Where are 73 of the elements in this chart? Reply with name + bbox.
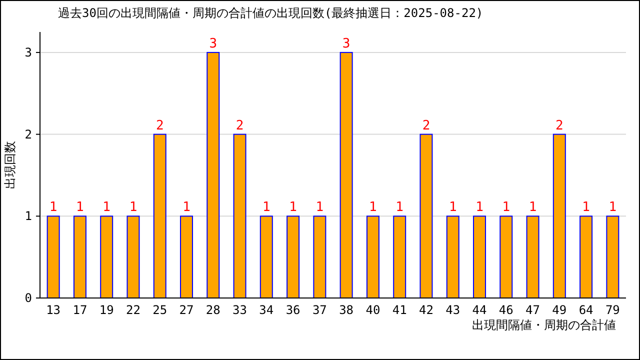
bar <box>180 216 193 298</box>
x-tick-label: 42 <box>419 303 434 317</box>
data-label: 1 <box>448 200 457 216</box>
bar <box>552 134 566 298</box>
bar <box>580 216 593 298</box>
data-label: 1 <box>369 200 377 216</box>
data-label: 1 <box>528 200 537 216</box>
data-label: 2 <box>422 118 430 134</box>
x-tick-label: 28 <box>206 303 220 317</box>
data-label: 1 <box>49 200 58 216</box>
x-tick-label: 37 <box>312 303 327 317</box>
bar <box>393 216 406 298</box>
x-tick-label: 64 <box>578 303 594 317</box>
x-tick-label: 19 <box>99 303 114 317</box>
bar <box>286 216 300 298</box>
data-label: 1 <box>129 200 138 216</box>
bar <box>100 216 114 298</box>
x-tick-label: 38 <box>339 303 354 317</box>
y-tick-label: 3 <box>24 45 32 60</box>
bar <box>46 216 60 298</box>
x-tick-label: 44 <box>472 303 487 317</box>
bar <box>233 134 246 298</box>
x-tick-label: 47 <box>526 303 540 317</box>
bar <box>73 216 86 298</box>
bar <box>473 216 486 298</box>
x-tick-label: 34 <box>259 303 274 317</box>
bar <box>313 216 326 298</box>
x-tick-label: 79 <box>605 303 620 317</box>
data-label: 1 <box>608 200 617 216</box>
x-tick-label: 46 <box>498 303 514 317</box>
bar <box>366 216 380 298</box>
x-tick-label: 43 <box>446 303 460 317</box>
data-label: 2 <box>555 118 564 134</box>
bar <box>206 52 220 298</box>
bar <box>446 216 460 298</box>
bar <box>500 216 513 298</box>
data-label: 1 <box>102 200 111 216</box>
x-tick-label: 13 <box>46 303 61 317</box>
data-label: 1 <box>76 200 84 216</box>
bar <box>606 216 620 298</box>
y-axis-title: 出現回数 <box>3 141 17 189</box>
bar <box>526 216 540 298</box>
bar <box>340 52 353 298</box>
x-tick-label: 40 <box>366 303 380 317</box>
data-label: 1 <box>289 200 297 216</box>
data-label: 3 <box>209 36 218 52</box>
bar <box>126 216 140 298</box>
data-label: 2 <box>236 118 244 134</box>
data-label: 1 <box>582 200 590 216</box>
data-label: 1 <box>396 200 404 216</box>
y-tick-label: 1 <box>24 209 32 224</box>
y-tick-label: 2 <box>24 127 32 142</box>
x-tick-label: 27 <box>179 303 194 317</box>
y-tick-label: 0 <box>24 291 32 305</box>
chart-title: 過去30回の出現間隔値・周期の合計値の出現回数(最終抽選日：2025-08-22) <box>58 6 484 20</box>
data-label: 1 <box>476 200 484 216</box>
bar <box>260 216 273 298</box>
x-tick-label: 22 <box>126 303 140 317</box>
x-tick-label: 49 <box>552 303 567 317</box>
x-axis-title: 出現間隔値・周期の合計値 <box>472 318 616 332</box>
data-label: 2 <box>156 118 164 134</box>
x-tick-label: 25 <box>152 303 168 317</box>
x-tick-label: 41 <box>392 303 407 317</box>
data-label: 1 <box>182 200 190 216</box>
data-label: 1 <box>502 200 510 216</box>
x-tick-label: 33 <box>232 303 247 317</box>
x-tick-label: 17 <box>72 303 88 317</box>
x-tick-label: 36 <box>286 303 300 317</box>
data-label: 3 <box>342 36 350 52</box>
data-label: 1 <box>262 200 270 216</box>
bar <box>153 134 166 298</box>
bar <box>420 134 433 298</box>
data-label: 1 <box>316 200 324 216</box>
